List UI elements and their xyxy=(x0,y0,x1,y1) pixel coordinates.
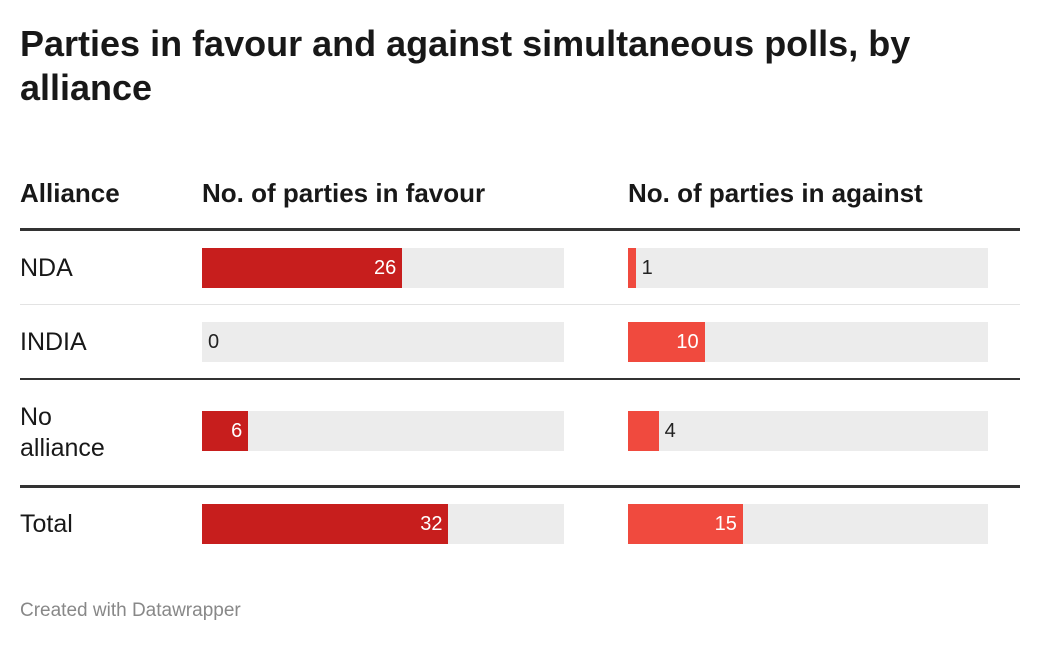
against-bar-track: 4 xyxy=(628,411,988,451)
favour-value-label: 32 xyxy=(420,513,443,535)
against-value-label: 1 xyxy=(641,257,653,279)
against-value-label: 10 xyxy=(676,331,699,353)
row-label: INDIA xyxy=(20,328,87,356)
against-bar xyxy=(628,504,743,544)
favour-bar-track: 6 xyxy=(202,411,564,451)
favour-bar xyxy=(202,248,403,288)
column-header-against: No. of parties in against xyxy=(628,178,923,208)
favour-bar-track: 0 xyxy=(202,322,564,362)
row-label: NDA xyxy=(20,254,73,282)
column-header-alliance: Alliance xyxy=(20,178,120,208)
against-bar xyxy=(628,322,705,362)
favour-value-label: 26 xyxy=(374,257,397,279)
row-label: Total xyxy=(20,510,73,538)
row-label: No alliance xyxy=(20,403,105,462)
header-divider xyxy=(20,228,1020,231)
against-bar-track: 10 xyxy=(628,322,988,362)
favour-bar-track: 32 xyxy=(202,504,564,544)
against-value-label: 15 xyxy=(714,513,737,535)
chart-title: Parties in favour and against simultaneo… xyxy=(20,23,911,108)
footer-credit: Created with Datawrapper xyxy=(20,600,241,621)
against-bar-track: 1 xyxy=(628,248,988,288)
against-bar xyxy=(628,248,636,288)
against-bar-track: 15 xyxy=(628,504,988,544)
against-bar xyxy=(628,411,659,451)
group-divider xyxy=(20,378,1020,380)
favour-bar xyxy=(202,411,249,451)
row-divider xyxy=(20,304,1020,305)
favour-bar xyxy=(202,504,449,544)
column-header-favour: No. of parties in favour xyxy=(202,178,486,208)
total-divider xyxy=(20,485,1020,488)
favour-value-label: 0 xyxy=(208,331,220,353)
favour-value-label: 6 xyxy=(231,420,243,442)
against-value-label: 4 xyxy=(664,420,676,442)
favour-bar-track: 26 xyxy=(202,248,564,288)
